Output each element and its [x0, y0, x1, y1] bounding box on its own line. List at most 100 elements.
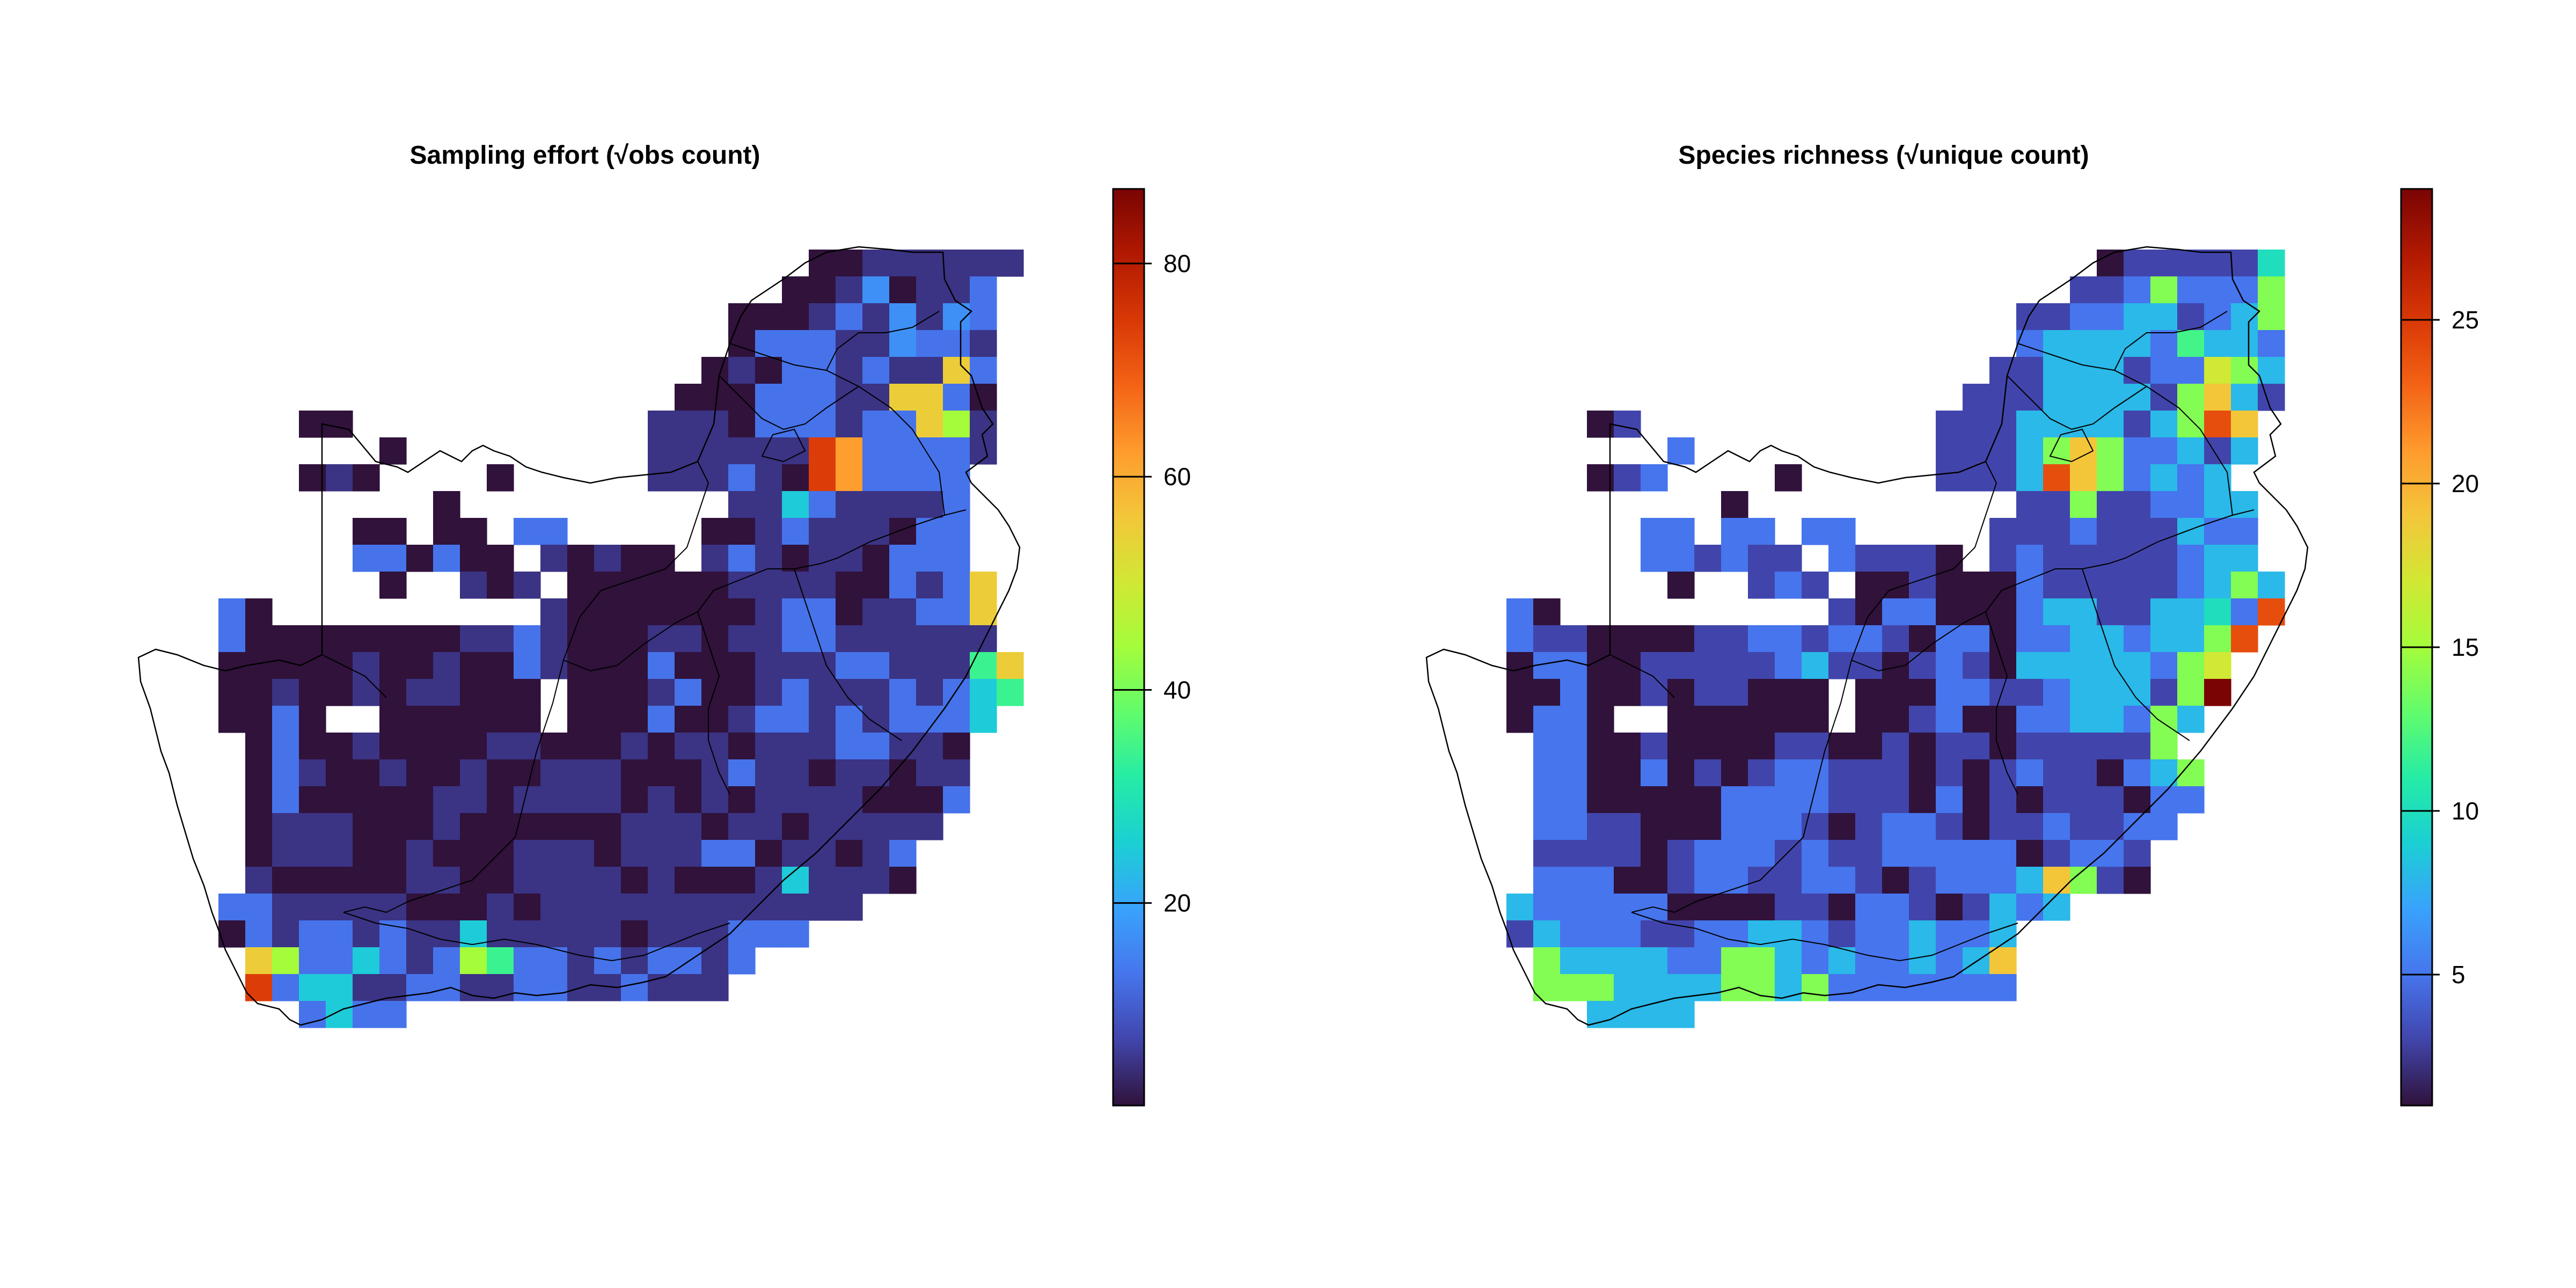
heatmap-cell	[782, 759, 809, 787]
heatmap-cell	[648, 545, 675, 572]
heatmap-cell	[1775, 920, 1802, 948]
heatmap-cell	[2070, 813, 2097, 840]
heatmap-cell	[1802, 625, 1829, 653]
heatmap-cell	[2097, 786, 2124, 814]
heatmap-cell	[755, 464, 782, 492]
heatmap-cell	[943, 572, 970, 599]
heatmap-cell	[862, 706, 890, 733]
heatmap-cell	[272, 786, 299, 814]
heatmap-cell	[406, 867, 434, 894]
heatmap-cell	[755, 572, 782, 599]
heatmap-cell	[245, 867, 273, 894]
heatmap-cell	[594, 625, 621, 653]
heatmap-cell	[1694, 920, 1722, 948]
heatmap-cell	[2016, 867, 2044, 894]
heatmap-cell	[648, 572, 675, 599]
heatmap-cell	[809, 813, 836, 840]
heatmap-cell	[487, 545, 514, 572]
heatmap-cell	[1694, 706, 1722, 733]
heatmap-cell	[916, 250, 943, 277]
heatmap-cell	[594, 759, 621, 787]
colorbar-tick-label: 10	[2451, 797, 2479, 825]
heatmap-cell	[487, 625, 514, 653]
heatmap-cell	[433, 518, 460, 545]
heatmap-cell	[943, 330, 970, 357]
heatmap-cell	[2043, 491, 2070, 518]
heatmap-cell	[1748, 545, 1775, 572]
heatmap-cell	[1775, 625, 1802, 653]
heatmap-cell	[406, 625, 434, 653]
heatmap-cell	[1802, 733, 1829, 760]
heatmap-cell	[379, 652, 407, 679]
heatmap-cell	[540, 652, 568, 679]
heatmap-cell	[943, 464, 970, 492]
heatmap-cell	[2016, 518, 2044, 545]
heatmap-cell	[2150, 303, 2178, 331]
heatmap-cell	[1748, 813, 1775, 840]
heatmap-cell	[2231, 572, 2258, 599]
heatmap-cell	[2097, 867, 2124, 894]
heatmap-cell	[1882, 679, 1909, 706]
heatmap-cell	[2016, 545, 2044, 572]
heatmap-cell	[809, 625, 836, 653]
heatmap-cell	[728, 813, 756, 840]
heatmap-cell	[1828, 947, 1856, 975]
heatmap-cell	[326, 867, 353, 894]
heatmap-cell	[2204, 491, 2231, 518]
heatmap-cell	[1909, 679, 1936, 706]
heatmap-cell	[2016, 706, 2044, 733]
heatmap-cell	[862, 357, 890, 384]
heatmap-cell	[514, 733, 541, 760]
heatmap-cell	[2043, 357, 2070, 384]
heatmap-cell	[433, 759, 460, 787]
heatmap-cell	[836, 679, 863, 706]
heatmap-cell	[943, 786, 970, 814]
heatmap-cell	[1721, 974, 1748, 1001]
heatmap-cell	[2097, 330, 2124, 357]
heatmap-cell	[1775, 867, 1802, 894]
heatmap-cell	[514, 652, 541, 679]
heatmap-cell	[836, 464, 863, 492]
heatmap-cell	[487, 813, 514, 840]
heatmap-cell	[1828, 920, 1856, 948]
heatmap-cell	[379, 572, 407, 599]
heatmap-cell	[1614, 947, 1641, 975]
heatmap-cell	[460, 867, 487, 894]
heatmap-cell	[1963, 813, 1990, 840]
heatmap-cell	[916, 464, 943, 492]
heatmap-cell	[1721, 759, 1748, 787]
heatmap-cell	[2150, 679, 2178, 706]
heatmap-cell	[567, 840, 595, 867]
heatmap-cell	[2016, 437, 2044, 465]
heatmap-cell	[1882, 759, 1909, 787]
heatmap-cell	[1775, 679, 1802, 706]
heatmap-cell	[648, 974, 675, 1001]
heatmap-cell	[675, 679, 702, 706]
heatmap-cell	[1560, 679, 1587, 706]
heatmap-cell	[701, 679, 729, 706]
heatmap-cell	[862, 303, 890, 331]
heatmap-cell	[862, 759, 890, 787]
heatmap-cell	[648, 464, 675, 492]
heatmap-cell	[621, 894, 648, 921]
heatmap-cell	[245, 679, 273, 706]
heatmap-cell	[2177, 464, 2205, 492]
heatmap-cell	[701, 572, 729, 599]
right-panel: Species richness (√unique count) 5 10 15 20…	[1288, 0, 2576, 1288]
heatmap-cell	[433, 491, 460, 518]
heatmap-cell	[728, 733, 756, 760]
heatmap-cell	[2097, 840, 2124, 867]
heatmap-cell	[245, 786, 273, 814]
heatmap-cell	[701, 786, 729, 814]
heatmap-cell	[487, 759, 514, 787]
heatmap-cell	[1963, 894, 1990, 921]
heatmap-cell	[594, 786, 621, 814]
heatmap-cell	[1855, 652, 1883, 679]
heatmap-cell	[2097, 706, 2124, 733]
heatmap-cell	[1614, 786, 1641, 814]
heatmap-cell	[433, 813, 460, 840]
heatmap-cell	[1721, 813, 1748, 840]
heatmap-cell	[2124, 518, 2151, 545]
heatmap-cell	[836, 733, 863, 760]
heatmap-cell	[728, 572, 756, 599]
